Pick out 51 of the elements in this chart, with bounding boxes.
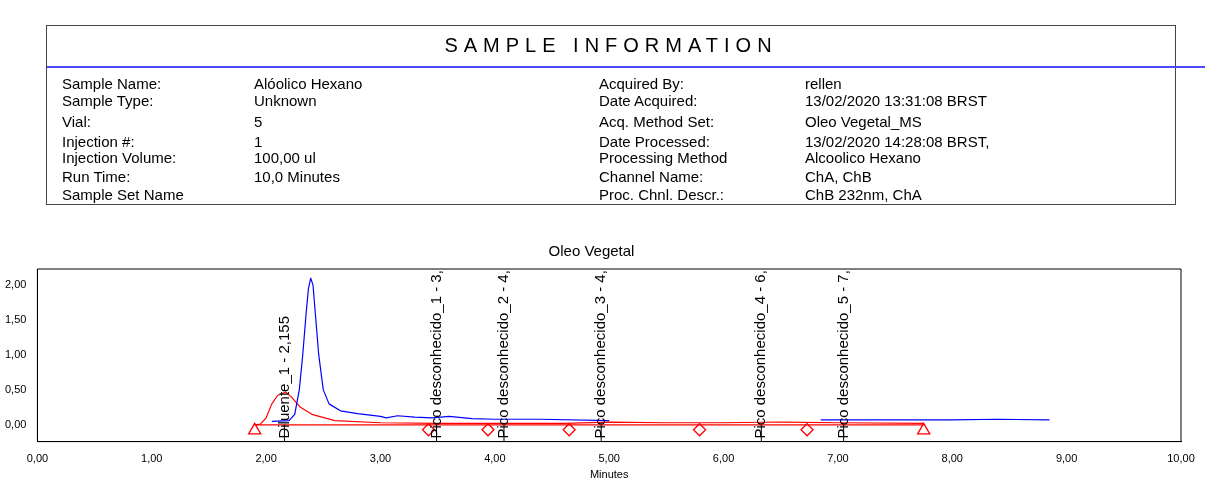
x-tick-label: 7,00 <box>827 452 849 465</box>
x-tick-label: 0,00 <box>26 452 49 465</box>
x-tick-label: 3,00 <box>369 452 392 465</box>
text: rellen <box>805 75 842 92</box>
text: Date Acquired: <box>599 92 698 109</box>
text: 10,0 Minutes <box>254 168 340 185</box>
ref-line-label: Diluente_1 - 2,155 <box>274 316 292 439</box>
chart-title: Oleo Vegetal <box>548 242 635 260</box>
text: Sample Set Name <box>62 186 184 203</box>
text: Alóolico Hexano <box>254 75 363 92</box>
x-axis-title: Minutes <box>589 468 629 481</box>
text: Unknown <box>254 92 317 109</box>
text: 100,00 ul <box>254 149 316 166</box>
text: SAMPLE INFORMATION <box>443 34 779 57</box>
text: Oleo Vegetal_MS <box>805 113 922 130</box>
text: Injection #: <box>62 133 135 150</box>
text: 5 <box>254 113 263 130</box>
x-tick-label: 9,00 <box>1055 452 1078 465</box>
text: Sample Type: <box>62 92 154 109</box>
ref-line-label: Pico desconhecido_2 - 4, <box>494 270 512 439</box>
x-tick-label: 6,00 <box>712 452 735 465</box>
text: Sample Name: <box>62 75 162 92</box>
y-tick-label: 0,00 <box>4 417 27 430</box>
text: ChB 232nm, ChA <box>805 186 922 203</box>
x-tick-label: 4,00 <box>484 452 506 465</box>
y-tick-label: 2,00 <box>4 278 27 291</box>
y-tick-label: 1,50 <box>4 313 27 326</box>
text: 13/02/2020 14:28:08 BRST, <box>805 133 990 150</box>
ref-line-label: Pico desconhecido_5 - 7, <box>833 270 851 439</box>
text: Processing Method <box>599 149 728 166</box>
text: 1 <box>254 133 263 150</box>
text: Acquired By: <box>599 75 685 92</box>
x-tick-label: 10,00 <box>1167 452 1195 465</box>
x-tick-label: 5,00 <box>598 452 620 465</box>
text: Date Processed: <box>599 133 710 150</box>
text: ChA, ChB <box>805 168 872 185</box>
x-tick-label: 8,00 <box>941 452 963 465</box>
text: Acq. Method Set: <box>599 113 715 130</box>
ref-line-label: Pico desconhecido_4 - 6, <box>751 270 769 439</box>
text: Proc. Chnl. Descr.: <box>599 186 725 203</box>
text: Injection Volume: <box>62 149 177 166</box>
y-tick-label: 0,50 <box>4 382 27 395</box>
text: Alcoolico Hexano <box>805 149 921 166</box>
x-tick-label: 2,00 <box>255 452 277 465</box>
x-tick-label: 1,00 <box>141 452 163 465</box>
y-tick-label: 1,00 <box>4 347 27 360</box>
text: Channel Name: <box>599 168 704 185</box>
text: 13/02/2020 13:31:08 BRST <box>805 92 987 109</box>
text: Vial: <box>62 113 91 130</box>
text: Run Time: <box>62 168 131 185</box>
ref-line-label: Pico desconhecido_3 - 4, <box>591 270 609 439</box>
